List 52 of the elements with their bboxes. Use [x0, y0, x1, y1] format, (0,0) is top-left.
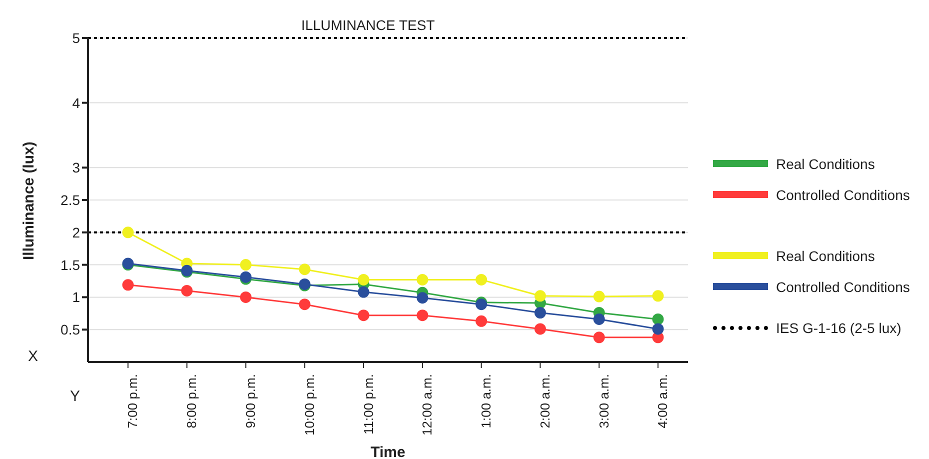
- legend-label: Real Conditions: [776, 248, 875, 264]
- point: [240, 291, 252, 303]
- point: [593, 290, 605, 302]
- y-tick-label: 1: [72, 289, 80, 306]
- y-tick-label: 5: [72, 30, 80, 46]
- x-tick-label: 8:00 p.m.: [184, 374, 200, 428]
- legend-label: IES G-1-16 (2-5 lux): [776, 320, 902, 336]
- x-tick-label: 12:00 a.m.: [420, 374, 435, 436]
- y-tick-label: 2: [72, 224, 80, 240]
- x-axis-title: Time: [370, 444, 406, 459]
- x-tick-label: 3:00 a.m.: [596, 374, 612, 428]
- point: [652, 313, 664, 325]
- x-tick-label: 9:00 p.m.: [243, 374, 258, 428]
- point: [358, 274, 370, 286]
- point: [298, 298, 310, 310]
- legend-label: Real Conditions: [776, 156, 875, 172]
- x-tick-label: 1:00 a.m.: [478, 374, 494, 428]
- point: [593, 332, 605, 344]
- y-tick-label: 1.5: [60, 256, 80, 273]
- point: [358, 310, 370, 322]
- point: [122, 226, 134, 238]
- point: [358, 286, 370, 298]
- point: [416, 310, 428, 322]
- point: [534, 307, 546, 318]
- legend-label: Controlled Conditions: [776, 186, 910, 202]
- x-tick-label: 4:00 a.m.: [655, 374, 670, 428]
- y-tick-label: 3: [72, 160, 80, 176]
- point: [652, 290, 664, 302]
- point: [534, 290, 546, 302]
- point: [476, 315, 488, 327]
- chart-title: ILLUMINANCE TEST: [301, 17, 436, 33]
- point: [240, 259, 252, 271]
- legend-label: Controlled Conditions: [776, 278, 910, 294]
- x-tick-label: 10:00 p.m.: [302, 374, 317, 436]
- point: [298, 264, 310, 276]
- y-tick-label: 2.5: [60, 192, 80, 208]
- x-tick-label: 7:00 p.m.: [125, 374, 140, 428]
- point: [476, 274, 488, 286]
- text: X: [28, 348, 38, 365]
- y-axis-title: Illuminance (lux): [20, 142, 38, 260]
- x-tick-label: 11:00 p.m.: [360, 374, 376, 434]
- point: [416, 274, 428, 286]
- point: [534, 323, 546, 335]
- text: Y: [70, 388, 80, 405]
- point: [181, 284, 193, 296]
- point: [593, 313, 605, 325]
- point: [416, 292, 428, 304]
- point: [652, 323, 664, 335]
- y-tick-label: 4: [72, 94, 80, 111]
- x-tick-label: 2:00 a.m.: [537, 374, 552, 428]
- point: [122, 279, 134, 291]
- y-tick-label: 0.5: [60, 322, 80, 338]
